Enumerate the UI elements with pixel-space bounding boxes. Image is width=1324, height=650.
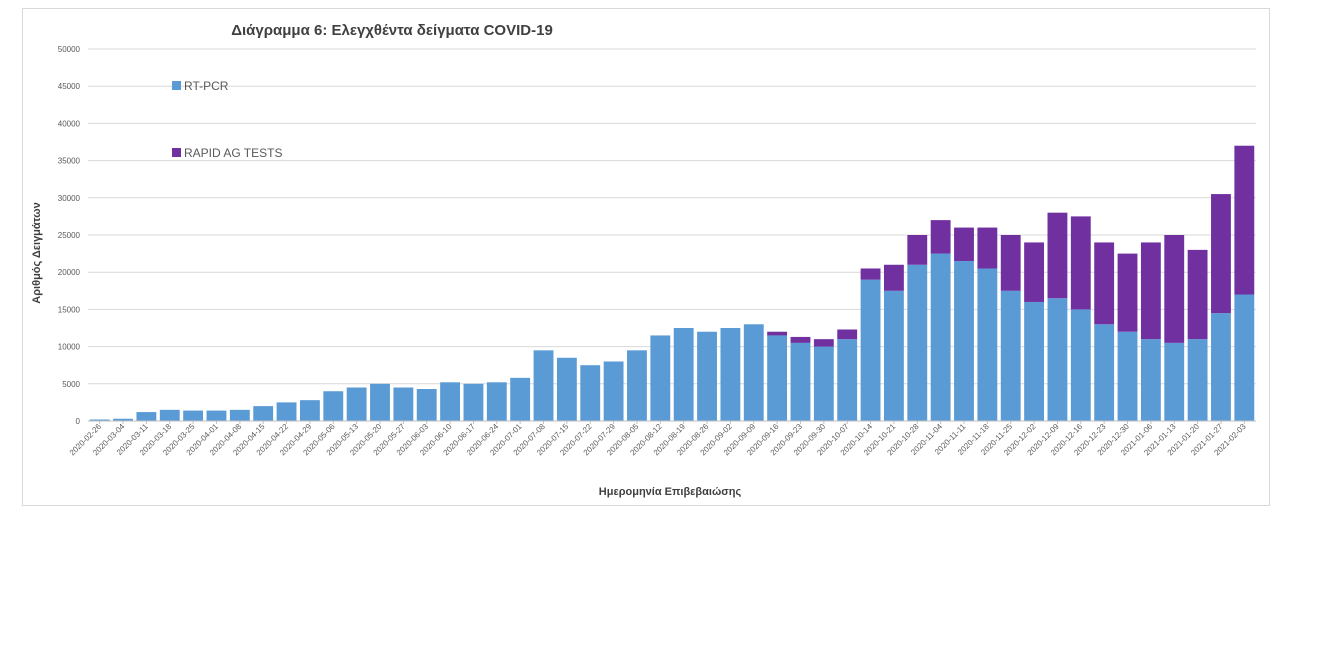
bar-rt-pcr [113,418,133,421]
bar-rt-pcr [1211,313,1231,421]
bar-rt-pcr [323,391,344,421]
bar-rt-pcr [370,383,390,421]
bar-rt-pcr [276,402,297,421]
y-tick-label: 20000 [58,268,81,277]
bar-rt-pcr [346,387,367,421]
bar-rapid-ag [1164,235,1185,343]
y-tick-label: 10000 [58,343,81,352]
bar-rt-pcr [813,346,834,421]
bar-rt-pcr [627,350,647,421]
bar-rt-pcr [743,324,764,421]
bar-rapid-ag [860,268,881,280]
y-tick-label: 25000 [58,231,81,240]
legend-label-rapid-ag: RAPID AG TESTS [184,146,282,160]
bar-rt-pcr [907,264,928,421]
bar-rapid-ag [1140,242,1161,340]
bar-rt-pcr [416,389,437,421]
y-tick-label: 45000 [58,82,81,91]
legend-label-rt-pcr: RT-PCR [184,79,229,93]
bar-rt-pcr [1187,339,1208,421]
bar-rapid-ag [930,220,951,254]
bar-rapid-ag [1211,194,1231,314]
bar-rt-pcr [1117,331,1138,421]
bar-rt-pcr [1094,324,1115,421]
bar-rt-pcr [1000,290,1021,421]
bar-rt-pcr [1140,339,1161,421]
bar-rapid-ag [767,331,788,336]
y-tick-label: 30000 [58,194,81,203]
bar-rt-pcr [253,406,274,421]
bar-rapid-ag [837,329,858,340]
y-tick-label: 35000 [58,157,81,166]
y-tick-label: 40000 [58,119,81,128]
bar-rapid-ag [1000,235,1021,291]
bar-rt-pcr [790,342,811,421]
bar-rt-pcr [883,290,904,421]
bar-rapid-ag [1187,249,1208,340]
bar-rapid-ag [1024,242,1045,302]
bars-layer [89,145,1255,421]
bar-rt-pcr [1164,342,1185,421]
bar-rapid-ag [1117,253,1138,332]
bar-rt-pcr [556,357,577,421]
x-axis-title: Ημερομηνία Επιβεβαιώσης [599,486,742,498]
y-tick-label: 15000 [58,305,81,314]
bar-rt-pcr [206,410,227,421]
bar-rt-pcr [977,268,998,421]
bar-rapid-ag [954,227,974,262]
bar-rt-pcr [89,419,110,421]
chart-title: Διάγραμμα 6: Ελεγχθέντα δείγματα COVID-1… [231,22,553,39]
legend: RT-PCR RAPID AG TESTS [172,79,282,160]
bar-rt-pcr [229,409,250,421]
bar-rt-pcr [299,400,320,421]
y-axis-ticks: 0 5000 10000 15000 20000 25000 30000 35000 40000… [58,45,81,426]
bar-rapid-ag [1234,145,1255,295]
bar-rt-pcr [510,377,531,421]
bar-rt-pcr [580,365,601,421]
bar-rt-pcr [720,328,741,421]
legend-swatch-rapid-ag [172,148,181,157]
bar-rapid-ag [977,227,998,269]
bar-rapid-ag [883,264,904,291]
bar-rapid-ag [813,339,834,347]
bar-rt-pcr [650,335,671,421]
y-tick-label: 0 [76,417,81,426]
bar-rt-pcr [486,382,507,421]
bar-rt-pcr [440,382,461,421]
bar-rt-pcr [697,331,717,421]
bar-rt-pcr [767,335,788,421]
bar-rt-pcr [183,410,204,421]
bar-rapid-ag [907,235,928,265]
bar-rt-pcr [136,412,157,421]
bar-rapid-ag [1070,216,1091,310]
bar-rt-pcr [603,361,624,421]
bar-rt-pcr [1024,301,1045,421]
y-tick-label: 5000 [62,380,80,389]
bar-rt-pcr [1047,298,1068,421]
bar-rt-pcr [837,339,858,421]
bar-rapid-ag [1047,212,1068,299]
legend-swatch-rt-pcr [172,81,181,90]
bar-rt-pcr [930,253,951,421]
bar-rt-pcr [533,350,554,421]
y-axis-title: Αριθμός Δειγμάτων [31,202,43,303]
bar-rapid-ag [790,336,811,343]
bar-rt-pcr [1234,294,1255,421]
bar-rapid-ag [1094,242,1115,325]
bar-rt-pcr [954,261,974,421]
bar-rt-pcr [393,387,414,421]
bar-rt-pcr [463,383,484,421]
bar-rt-pcr [860,279,881,421]
bar-rt-pcr [159,409,180,421]
x-axis-ticks: 2020-02-262020-03-042020-03-112020-03-18… [68,421,1248,457]
bar-rt-pcr [1070,309,1091,421]
bar-rt-pcr [673,328,694,421]
y-tick-label: 50000 [58,45,81,54]
